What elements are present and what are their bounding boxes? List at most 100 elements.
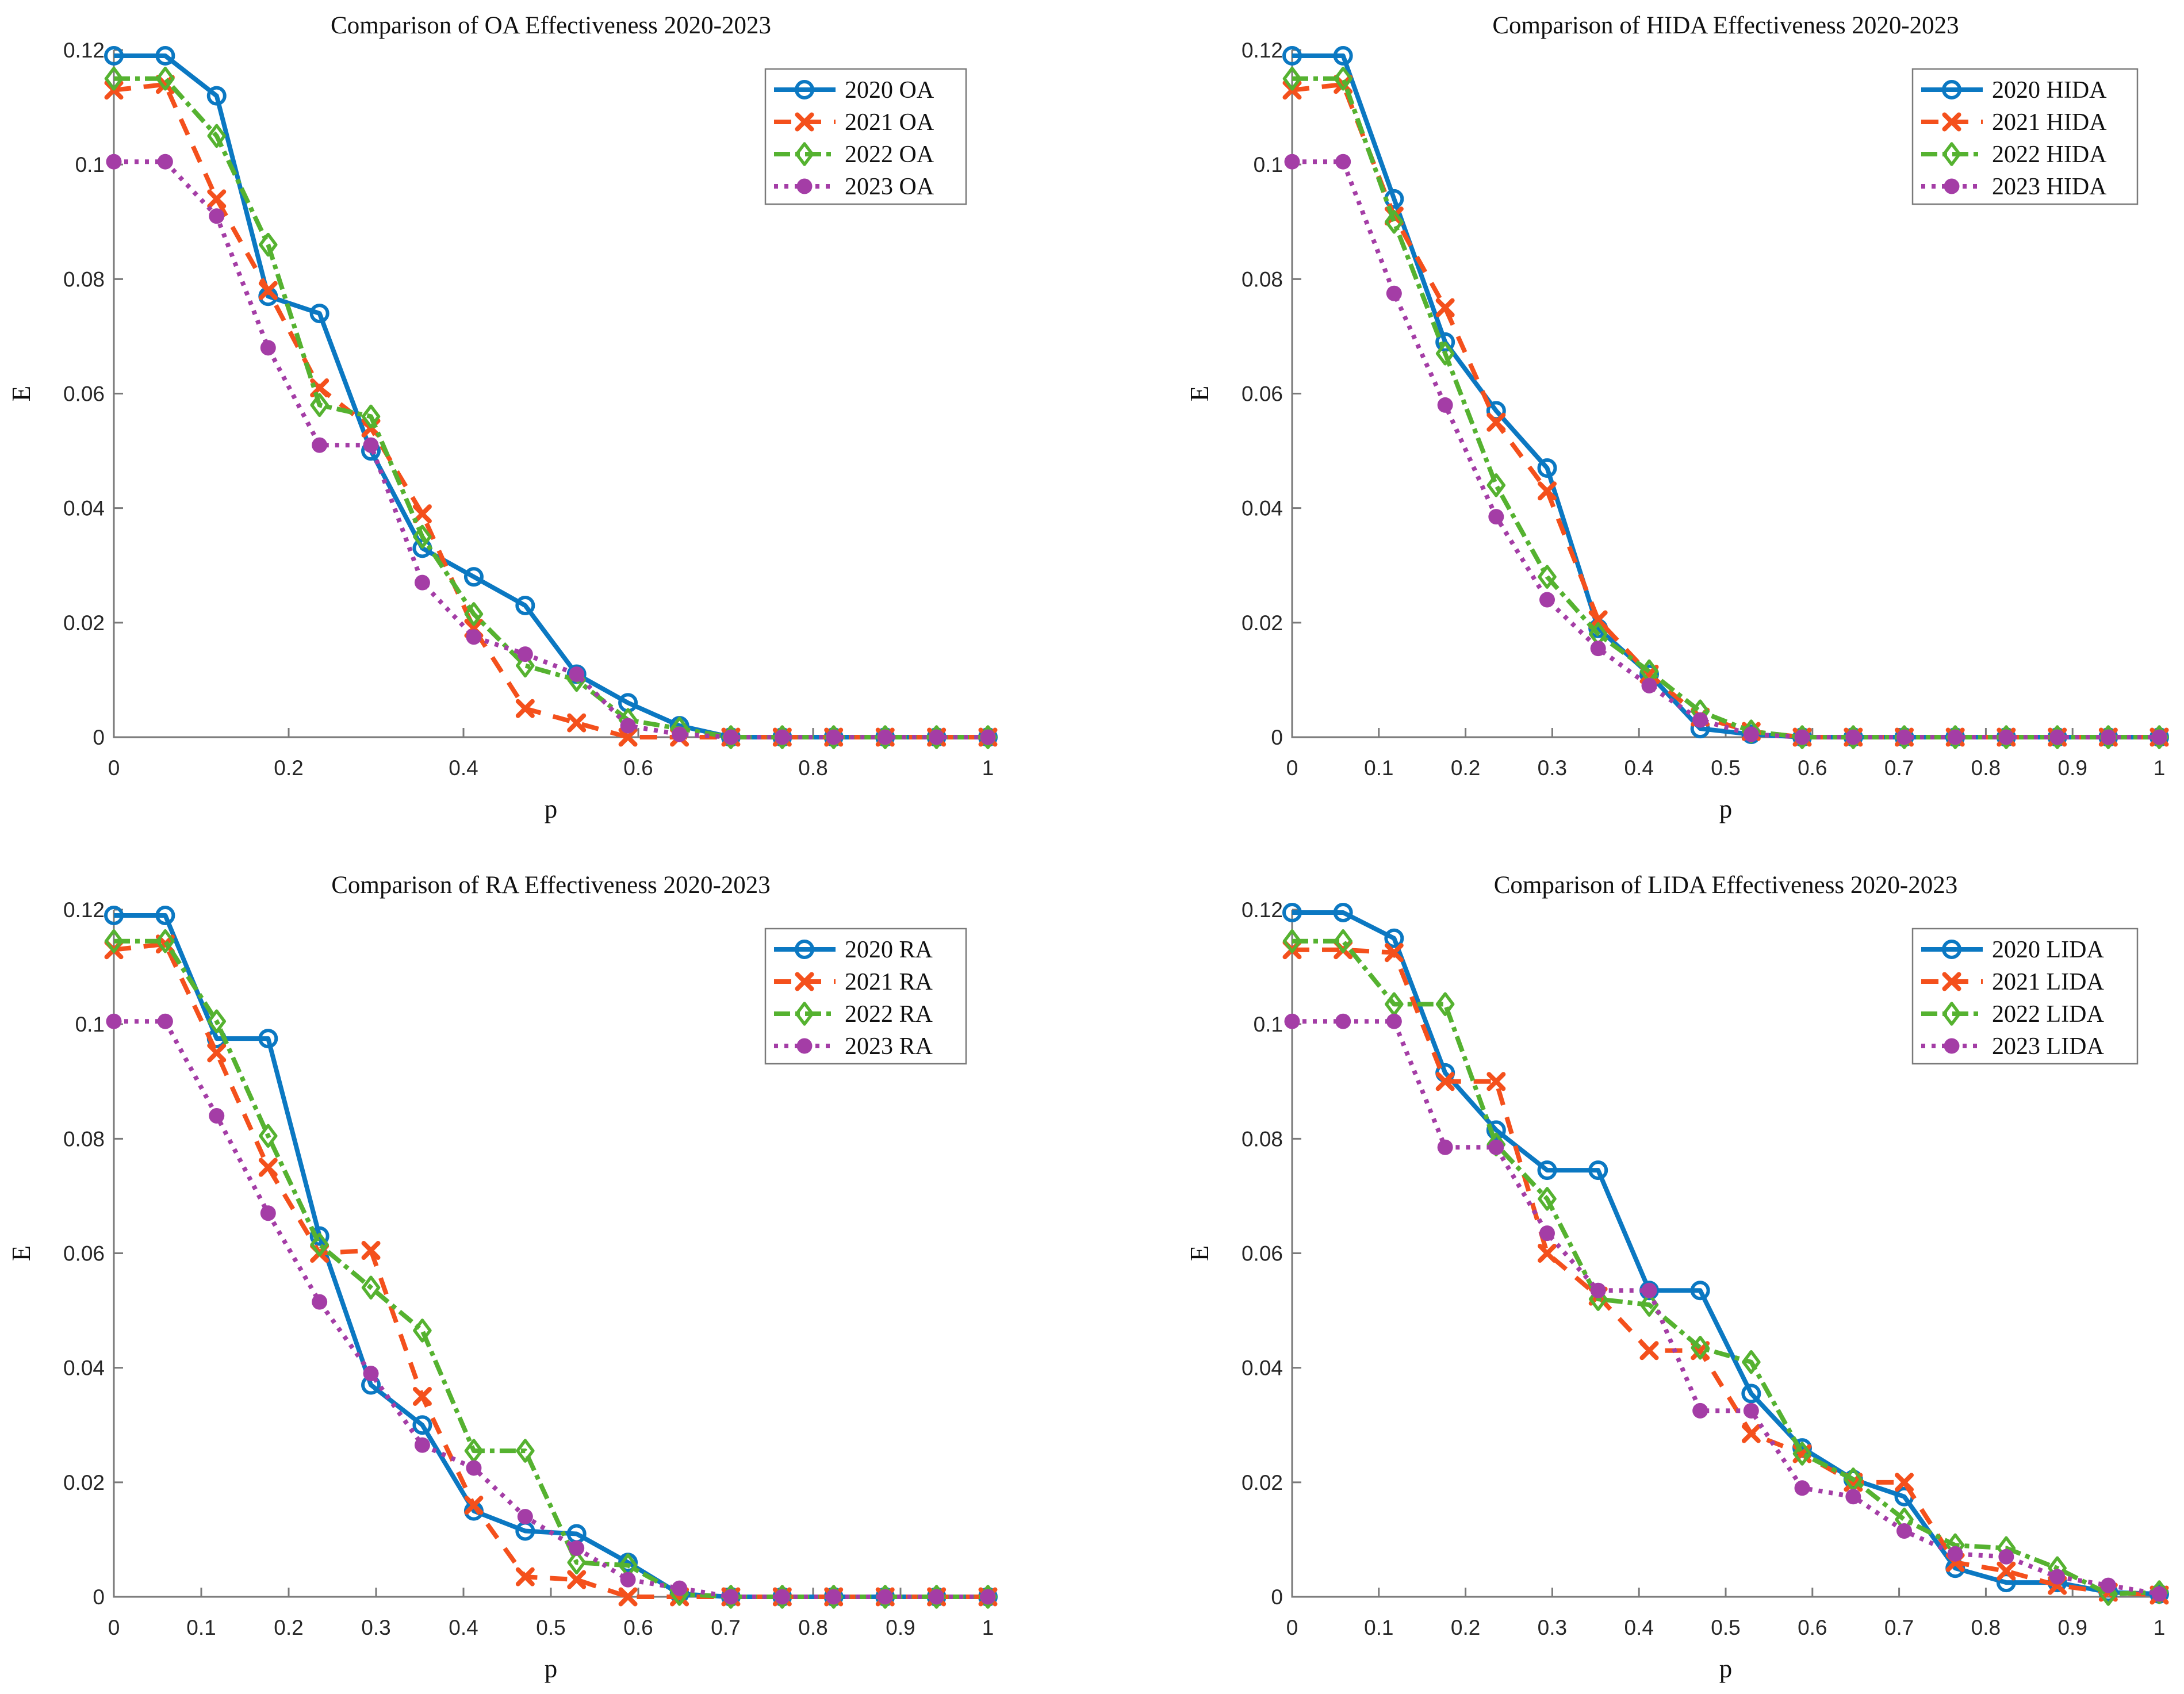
legend-entry: 2022 OA	[774, 141, 934, 168]
legend-entry: 2023 HIDA	[1921, 174, 2107, 200]
y-tick-label: 0	[1271, 1585, 1283, 1609]
y-axis-label: E	[7, 386, 36, 402]
series-line	[1292, 159, 2159, 739]
legend-entry: 2023 RA	[774, 1033, 933, 1060]
series-markers	[1284, 1013, 2167, 1602]
x-tick-label: 0	[108, 1616, 120, 1639]
y-tick-label: 0.1	[75, 153, 105, 177]
legend-entry: 2021 LIDA	[1921, 969, 2104, 995]
ra-chart-svg: Comparison of RA Effectiveness 2020-2023…	[7, 872, 998, 1683]
legend-entry: 2023 LIDA	[1921, 1033, 2104, 1060]
series-line	[1292, 947, 2160, 1598]
y-tick-label: 0	[1271, 726, 1283, 749]
x-tick-label: 0.6	[623, 756, 653, 780]
series-line	[114, 159, 988, 739]
legend-label: 2023 HIDA	[1992, 174, 2107, 200]
legend-label: 2021 RA	[845, 969, 933, 995]
legend: 2020 LIDA 2021 LIDA 2022 LIDA 2023 LIDA	[1911, 928, 2139, 1065]
y-axis-label: E	[1185, 1245, 1214, 1262]
legend-label: 2020 OA	[845, 77, 934, 104]
x-tick-label: 0.5	[1711, 1616, 1740, 1639]
x-tick-label: 0.2	[274, 1616, 303, 1639]
y-axis-label: E	[1185, 386, 1214, 402]
chart-title: Comparison of RA Effectiveness 2020-2023	[331, 872, 771, 899]
y-tick-label: 0.02	[1242, 1471, 1283, 1494]
x-tick-labels: 0 0.1 0.2 0.3 0.4 0.5 0.6 0.7 0.8 0.9 1	[1286, 756, 2166, 780]
legend-label: 2021 OA	[845, 109, 934, 136]
x-tick-label: 0.3	[361, 1616, 390, 1639]
x-tick-label: 0.5	[1711, 756, 1740, 780]
x-tick-label: 0	[1286, 1616, 1298, 1639]
y-tick-label: 0.06	[63, 382, 105, 406]
series-markers	[1284, 154, 2167, 745]
series-2023-lida	[1284, 1013, 2167, 1602]
chart-lida: Comparison of LIDA Effectiveness 2020-20…	[1092, 847, 2184, 1694]
y-tick-label: 0.02	[63, 1471, 105, 1494]
x-tick-label: 0.8	[1971, 756, 2001, 780]
x-tick-label: 0.9	[2057, 756, 2087, 780]
series-line	[114, 1019, 988, 1599]
legend: 2020 OA 2021 OA 2022 OA 2023 OA	[764, 68, 967, 205]
y-tick-label: 0.04	[63, 497, 105, 520]
y-tick-labels: 0 0.02 0.04 0.06 0.08 0.1 0.12	[63, 898, 105, 1609]
x-tick-label: 0.9	[2057, 1616, 2087, 1639]
y-tick-label: 0.1	[1254, 153, 1283, 177]
x-tick-label: 0.2	[274, 756, 303, 780]
chart-title: Comparison of HIDA Effectiveness 2020-20…	[1492, 12, 1959, 39]
x-tick-label: 0.2	[1451, 756, 1480, 780]
series-line	[1292, 76, 2159, 739]
series-line	[114, 938, 988, 1599]
legend-label: 2020 HIDA	[1992, 77, 2107, 104]
series-2023-hida	[1284, 154, 2167, 745]
x-tick-label: 0.2	[1451, 1616, 1480, 1639]
x-tick-label: 0.9	[886, 1616, 915, 1639]
y-tick-label: 0	[93, 726, 105, 749]
y-tick-label: 0.06	[1242, 1242, 1283, 1266]
y-tick-label: 0.02	[63, 611, 105, 635]
x-tick-label: 0	[1286, 756, 1298, 780]
legend: 2020 RA 2021 RA 2022 RA 2023 RA	[764, 928, 967, 1065]
legend-label: 2021 LIDA	[1992, 969, 2104, 995]
y-tick-label: 0.06	[63, 1242, 105, 1266]
y-tick-labels: 0 0.02 0.04 0.06 0.08 0.1 0.12	[63, 39, 105, 749]
y-axis-label: E	[7, 1245, 36, 1262]
series-markers	[106, 1013, 996, 1605]
y-tick-label: 0.08	[63, 267, 105, 291]
legend-entry: 2021 OA	[774, 109, 934, 136]
x-tick-label: 1	[2154, 756, 2166, 780]
legend-label: 2023 RA	[845, 1033, 933, 1060]
chart-oa: Comparison of OA Effectiveness 2020-2023…	[0, 0, 1092, 847]
x-tick-label: 1	[982, 756, 994, 780]
x-tick-labels: 0 0.1 0.2 0.3 0.4 0.5 0.6 0.7 0.8 0.9 1	[108, 1616, 994, 1639]
x-tick-label: 0.4	[1624, 756, 1653, 780]
legend-label: 2022 OA	[845, 141, 934, 168]
x-tick-label: 0.8	[798, 1616, 827, 1639]
y-tick-labels: 0 0.02 0.04 0.06 0.08 0.1 0.12	[1242, 39, 1283, 749]
legend-entry: 2022 RA	[774, 1001, 933, 1028]
x-tick-label: 0.1	[1364, 756, 1393, 780]
legend-entry: 2020 OA	[774, 77, 934, 104]
x-tick-label: 0.6	[623, 1616, 653, 1639]
legend-label: 2020 LIDA	[1992, 937, 2104, 963]
x-tick-label: 0.4	[1624, 1616, 1653, 1639]
x-axis-label: p	[545, 1654, 558, 1683]
x-tick-label: 0.3	[1538, 756, 1567, 780]
legend-label: 2022 RA	[845, 1001, 933, 1028]
legend-entry: 2023 OA	[774, 174, 934, 200]
legend-label: 2022 LIDA	[1992, 1001, 2104, 1028]
x-tick-label: 0.8	[1971, 1616, 2001, 1639]
legend-entry: 2021 HIDA	[1921, 109, 2107, 136]
series-line	[1292, 938, 2160, 1597]
x-tick-label: 0	[108, 756, 120, 780]
x-tick-label: 1	[982, 1616, 994, 1639]
x-tick-label: 0.3	[1538, 1616, 1567, 1639]
x-tick-label: 0.8	[798, 756, 827, 780]
x-tick-label: 0.4	[449, 1616, 478, 1639]
y-tick-label: 0.12	[63, 898, 105, 922]
x-tick-labels: 0 0.2 0.4 0.6 0.8 1	[108, 756, 994, 780]
legend-label: 2020 RA	[845, 937, 933, 963]
chart-hida: Comparison of HIDA Effectiveness 2020-20…	[1092, 0, 2184, 847]
legend-entry: 2020 HIDA	[1921, 77, 2107, 104]
legend-entry: 2021 RA	[774, 969, 933, 995]
y-tick-label: 0.1	[75, 1013, 105, 1036]
